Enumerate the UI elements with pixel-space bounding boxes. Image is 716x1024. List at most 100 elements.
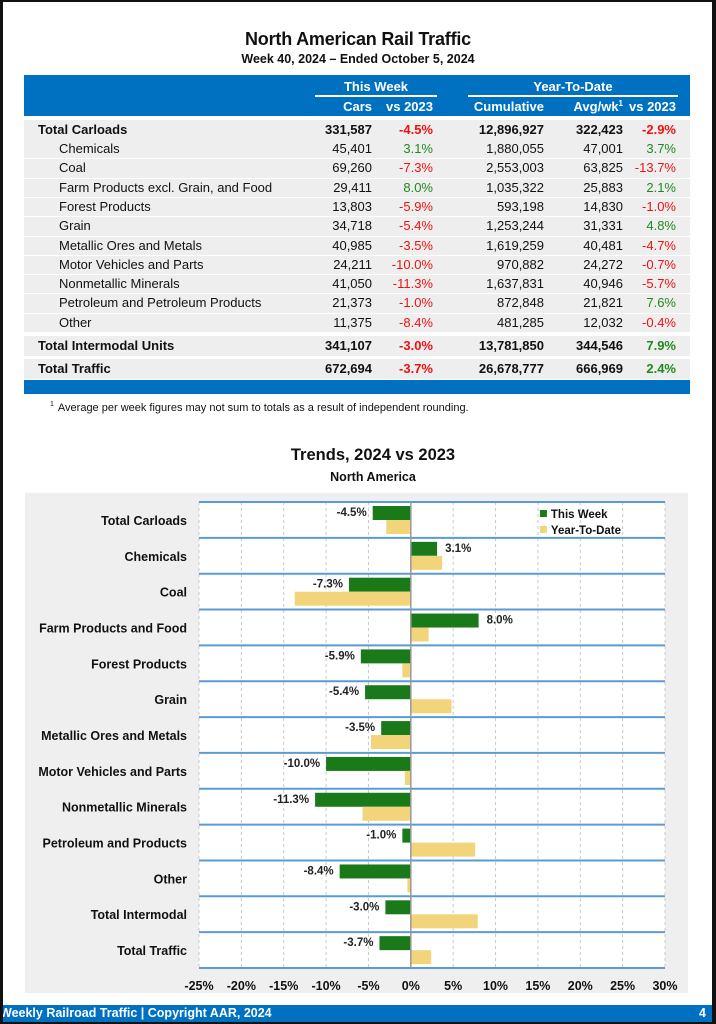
cell-avg: 666,969	[576, 361, 623, 376]
cell-cars: 41,050	[332, 276, 372, 292]
cell-cars: 341,107	[325, 338, 372, 353]
cell-avg: 24,272	[583, 256, 623, 272]
cell-tw-vs: 8.0%	[403, 179, 433, 195]
page-border-left	[0, 0, 3, 1024]
cell-ytd-vs: 7.6%	[646, 295, 676, 311]
col-header-cumulative: Cumulative	[473, 99, 544, 114]
chart-title: Trends, 2024 vs 2023	[290, 446, 456, 464]
category-label: Total Carloads	[101, 514, 187, 528]
cell-cumulative: 970,882	[497, 256, 544, 272]
bar-this-week	[315, 792, 411, 807]
cell-cars: 11,375	[333, 314, 372, 330]
cell-avg: 40,481	[583, 237, 623, 253]
data-label: -7.3%	[313, 579, 343, 591]
group-this-week-underline	[315, 95, 437, 97]
category-label: Total Intermodal	[91, 908, 187, 922]
page-border-top	[0, 0, 716, 2]
category-label: Grain	[154, 693, 187, 707]
table-row: Motor Vehicles and Parts 24,211 -10.0% 970,…	[24, 255, 690, 275]
cell-ytd-vs: 4.8%	[646, 218, 676, 234]
bar-this-week	[326, 756, 411, 771]
cell-cumulative: 872,848	[497, 295, 544, 311]
cell-cumulative: 13,781,850	[478, 338, 544, 353]
cell-tw-vs: -5.4%	[399, 218, 433, 234]
cell-avg: 12,032	[583, 314, 623, 330]
cell-cumulative: 1,637,831	[486, 276, 544, 292]
cell-tw-vs: -3.0%	[399, 338, 433, 353]
cell-tw-vs: -8.4%	[399, 314, 433, 330]
bar-year-to-date	[410, 627, 429, 642]
row-label: Total Intermodal Units	[38, 338, 175, 353]
row-label: Grain	[59, 218, 91, 234]
table-row: Chemicals 45,401 3.1% 1,880,055 47,001 3.7%	[24, 140, 690, 159]
cell-tw-vs: 3.1%	[403, 141, 433, 156]
x-tick-label: 10%	[483, 979, 508, 993]
bar-year-to-date	[410, 914, 478, 929]
trends-bar-chart: -4.5% Total Carloads 3.1% Chemicals -7.3% Coa…	[38, 501, 678, 993]
legend-label-ytd: Year-To-Date	[551, 525, 621, 537]
bar-year-to-date	[294, 591, 411, 606]
x-tick-label: -20%	[227, 979, 256, 993]
category-label: Chemicals	[124, 550, 187, 564]
col-header-cars: Cars	[343, 99, 372, 114]
bar-this-week	[379, 936, 411, 951]
bar-this-week	[348, 577, 411, 592]
bar-year-to-date	[410, 699, 452, 714]
x-tick-label: -15%	[269, 979, 298, 993]
cell-tw-vs: -3.7%	[399, 361, 433, 376]
data-label: -11.3%	[273, 794, 309, 806]
cell-tw-vs: -4.5%	[399, 122, 433, 137]
cell-avg: 25,883	[583, 179, 623, 195]
footer-text: Weekly Railroad Traffic | Copyright AAR,…	[3, 1006, 272, 1020]
data-label: -3.0%	[349, 901, 379, 913]
cell-cars: 13,803	[332, 198, 372, 214]
bar-year-to-date	[410, 842, 476, 857]
bar-this-week	[365, 685, 411, 700]
cell-tw-vs: -5.9%	[399, 198, 433, 214]
group-ytd: Year-To-Date	[533, 79, 613, 94]
bar-this-week	[381, 721, 411, 736]
table-row: Total Traffic 672,694 -3.7% 26,678,777 666,9…	[24, 359, 690, 379]
table-row: Metallic Ores and Metals 40,985 -3.5% 1,619…	[24, 236, 690, 255]
category-label: Petroleum and Products	[43, 837, 188, 851]
cell-ytd-vs: -13.7%	[634, 160, 676, 176]
cell-ytd-vs: 3.7%	[646, 141, 676, 156]
col-header-avg-label: Avg/wk	[573, 99, 619, 114]
row-label: Coal	[59, 160, 86, 176]
cell-cars: 21,373	[332, 295, 372, 311]
cell-ytd-vs: -0.4%	[642, 314, 676, 330]
row-label: Other	[59, 314, 92, 330]
table-row: Total Intermodal Units 341,107 -3.0% 13,781…	[24, 336, 690, 356]
cell-ytd-vs: -2.9%	[642, 122, 676, 137]
bar-year-to-date	[386, 520, 411, 534]
group-this-week: This Week	[343, 79, 409, 94]
cell-avg: 14,830	[583, 198, 623, 214]
cell-cumulative: 2,553,003	[486, 160, 544, 176]
cell-avg: 63,825	[583, 160, 623, 176]
table-row: Petroleum and Petroleum Products 21,373 -1…	[24, 294, 690, 313]
bar-this-week	[385, 900, 411, 915]
cell-ytd-vs: -4.7%	[642, 237, 676, 253]
cell-ytd-vs: -5.7%	[642, 276, 676, 292]
x-tick-label: 25%	[610, 979, 635, 993]
cell-cars: 24,211	[333, 256, 372, 272]
x-tick-label: 30%	[652, 979, 677, 993]
chart-panel: -4.5% Total Carloads 3.1% Chemicals -7.3% Coa…	[25, 493, 688, 993]
cell-cars: 331,587	[325, 122, 372, 137]
bar-this-week	[410, 613, 479, 628]
cell-tw-vs: -7.3%	[399, 160, 433, 176]
footnote-text: Average per week figures may not sum to …	[57, 402, 469, 414]
row-label: Nonmetallic Minerals	[59, 276, 180, 292]
cell-cumulative: 1,880,055	[486, 141, 544, 156]
x-tick-label: 15%	[525, 979, 550, 993]
bar-year-to-date	[370, 735, 411, 750]
data-label: -3.7%	[343, 937, 373, 949]
table-row: Nonmetallic Minerals 41,050 -11.3% 1,637,83…	[24, 275, 690, 294]
cell-avg: 40,946	[583, 276, 623, 292]
bar-year-to-date	[362, 806, 411, 821]
category-label: Total Traffic	[117, 944, 187, 958]
cell-cars: 29,411	[333, 179, 372, 195]
table-row: Coal 69,260 -7.3% 2,553,003 63,825 -13.7%	[24, 159, 690, 178]
row-label: Metallic Ores and Metals	[59, 237, 203, 253]
bar-year-to-date	[402, 663, 411, 678]
